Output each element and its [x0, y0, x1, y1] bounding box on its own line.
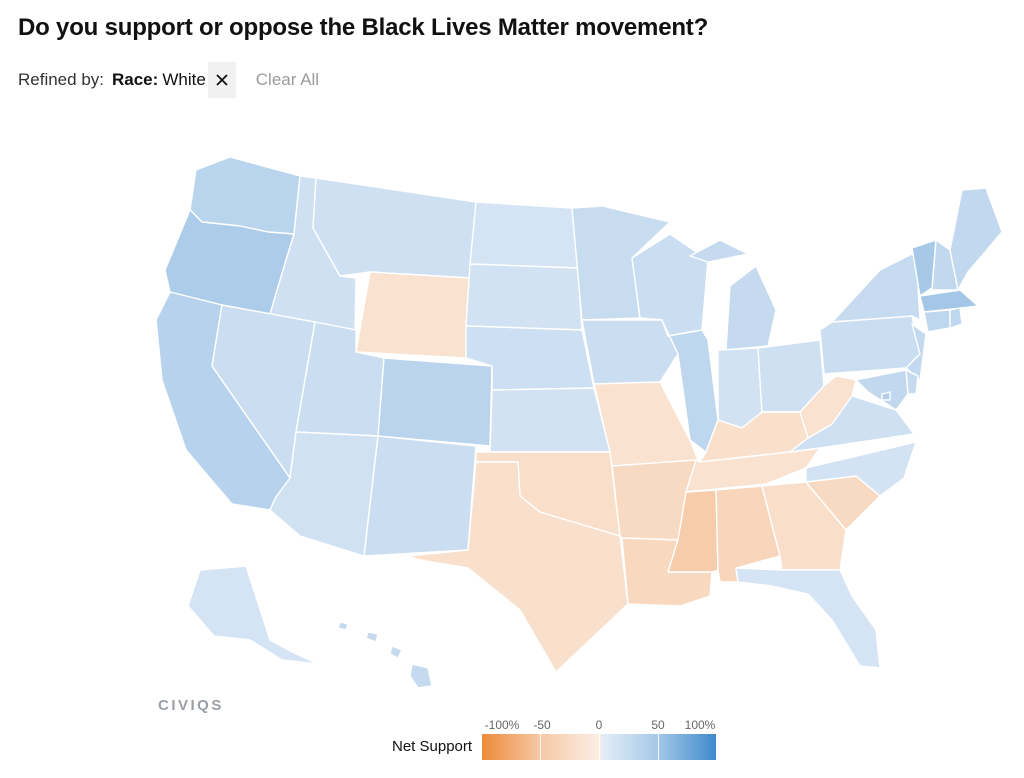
state-ak[interactable]: [187, 565, 319, 665]
state-wy[interactable]: [355, 271, 471, 359]
state-nd[interactable]: [469, 201, 579, 269]
state-md[interactable]: [855, 369, 909, 411]
state-tx[interactable]: [407, 461, 629, 673]
state-mt[interactable]: [312, 177, 477, 279]
state-wv[interactable]: [799, 375, 857, 439]
remove-filter-button[interactable]: [207, 62, 236, 98]
state-dc[interactable]: [881, 391, 891, 401]
state-mo[interactable]: [593, 381, 699, 467]
state-ri[interactable]: [949, 307, 963, 329]
state-me[interactable]: [949, 187, 1003, 291]
state-fl[interactable]: [735, 567, 881, 669]
filter-chip-key: Race:: [112, 70, 159, 89]
state-in[interactable]: [717, 347, 763, 429]
page-title: Do you support or oppose the Black Lives…: [18, 14, 709, 41]
state-ia[interactable]: [581, 319, 679, 385]
legend-tick-label: 100%: [684, 718, 716, 732]
state-nc[interactable]: [805, 441, 917, 497]
state-nm[interactable]: [363, 435, 477, 557]
state-ks[interactable]: [489, 387, 611, 453]
state-mi[interactable]: [689, 239, 777, 351]
filter-bar: Refined by: Race: White Clear All: [18, 62, 319, 98]
legend-tick-label: 0: [595, 718, 603, 732]
legend-tick-label: -100%: [484, 718, 520, 732]
us-state-map: [155, 156, 1003, 689]
legend-tick: [540, 734, 541, 760]
refined-by-label: Refined by:: [18, 70, 104, 89]
state-ct[interactable]: [923, 309, 951, 333]
state-ma[interactable]: [919, 289, 979, 313]
state-sd[interactable]: [465, 263, 583, 331]
state-hi[interactable]: [337, 621, 433, 689]
clear-all-button[interactable]: Clear All: [255, 70, 320, 89]
state-pa[interactable]: [819, 315, 921, 375]
legend-title: Net Support: [392, 738, 473, 755]
state-ny[interactable]: [831, 251, 921, 323]
state-co[interactable]: [377, 357, 493, 447]
legend-tick-label: 50: [651, 718, 665, 732]
legend-tick-label: -50: [533, 718, 551, 732]
filter-chip-race: Race: White: [112, 62, 236, 98]
close-icon: [216, 74, 228, 86]
filter-chip-value: White: [162, 70, 206, 89]
legend-tick: [599, 734, 600, 760]
civiqs-logo: CIVIQS: [158, 697, 224, 714]
legend-tick: [658, 734, 659, 760]
